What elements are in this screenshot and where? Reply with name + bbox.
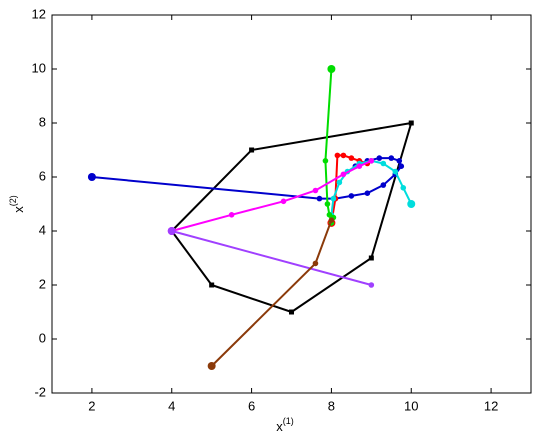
- point: [330, 195, 337, 202]
- point: [228, 212, 235, 218]
- point: [280, 198, 287, 205]
- x-label-base: x: [276, 419, 283, 434]
- series-line: [171, 230, 372, 286]
- point: [87, 173, 96, 181]
- point: [207, 362, 216, 370]
- point: [334, 152, 341, 159]
- x-tick-label: 12: [484, 398, 498, 413]
- point: [376, 155, 383, 161]
- point: [316, 195, 323, 202]
- series-line: [330, 159, 413, 215]
- point: [328, 217, 335, 223]
- point: [312, 187, 319, 194]
- y-tick-label: 8: [39, 114, 46, 129]
- point: [340, 152, 347, 159]
- point: [388, 155, 395, 161]
- point: [167, 227, 176, 235]
- point: [249, 147, 255, 153]
- y-tick-label: 0: [39, 330, 46, 345]
- point: [336, 179, 343, 186]
- y-label-sup: (2): [8, 195, 18, 206]
- point: [312, 260, 319, 267]
- x-tick-label: 4: [168, 398, 175, 413]
- point: [396, 158, 403, 164]
- point: [327, 65, 336, 73]
- y-axis-label: x(2): [8, 195, 26, 213]
- x-tick-label: 2: [88, 398, 95, 413]
- point: [364, 190, 371, 196]
- point: [289, 309, 294, 315]
- point: [380, 182, 387, 188]
- x-tick-label: 8: [328, 398, 335, 413]
- point: [322, 158, 329, 164]
- x-tick-label: 6: [248, 398, 255, 413]
- point: [392, 168, 399, 175]
- x-label-sup: (1): [283, 416, 294, 426]
- point: [368, 255, 374, 261]
- point: [356, 163, 363, 169]
- y-tick-label: 4: [39, 222, 46, 237]
- y-label-base: x: [11, 206, 26, 213]
- point: [209, 282, 215, 288]
- point: [348, 193, 355, 199]
- point: [408, 120, 414, 126]
- point: [324, 201, 331, 207]
- point: [368, 282, 375, 288]
- plot-frame: [51, 14, 532, 394]
- y-tick-label: 6: [39, 168, 46, 183]
- x-axis-label: x(1): [276, 416, 294, 434]
- x-tick-label: 10: [404, 398, 418, 413]
- y-tick-label: 2: [39, 276, 46, 291]
- point: [326, 212, 333, 218]
- point: [400, 185, 407, 191]
- point: [380, 160, 387, 167]
- y-tick-label: 12: [32, 6, 46, 21]
- y-tick-label: 10: [32, 60, 46, 75]
- point: [368, 158, 375, 164]
- point: [340, 171, 347, 178]
- y-tick-label: -2: [34, 384, 46, 399]
- point: [348, 155, 355, 161]
- point: [398, 163, 405, 169]
- point: [407, 200, 416, 208]
